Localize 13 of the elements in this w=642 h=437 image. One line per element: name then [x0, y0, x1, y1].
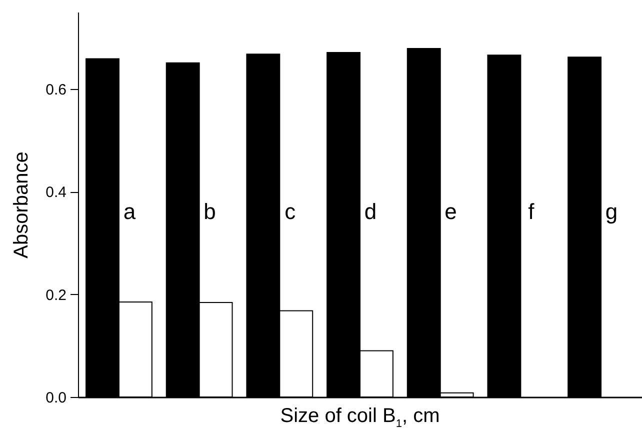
annotation: b: [204, 199, 216, 224]
annotation: f: [528, 199, 536, 224]
y-axis-title: Absorbance: [10, 152, 33, 258]
annotation: e: [444, 199, 457, 224]
annotation: g: [605, 199, 618, 224]
x-axis-title: Size of coil B$_{1}$, cm: [279, 405, 441, 430]
y-tick-label: 0.4: [46, 184, 66, 202]
y-tick-label: 0.6: [46, 82, 66, 98]
annotation: d: [364, 199, 377, 224]
y-tick-label: 0.0: [46, 390, 66, 406]
annotation: c: [284, 199, 296, 224]
y-tick-label: 0.2: [46, 286, 66, 304]
annotation: a: [123, 199, 136, 224]
